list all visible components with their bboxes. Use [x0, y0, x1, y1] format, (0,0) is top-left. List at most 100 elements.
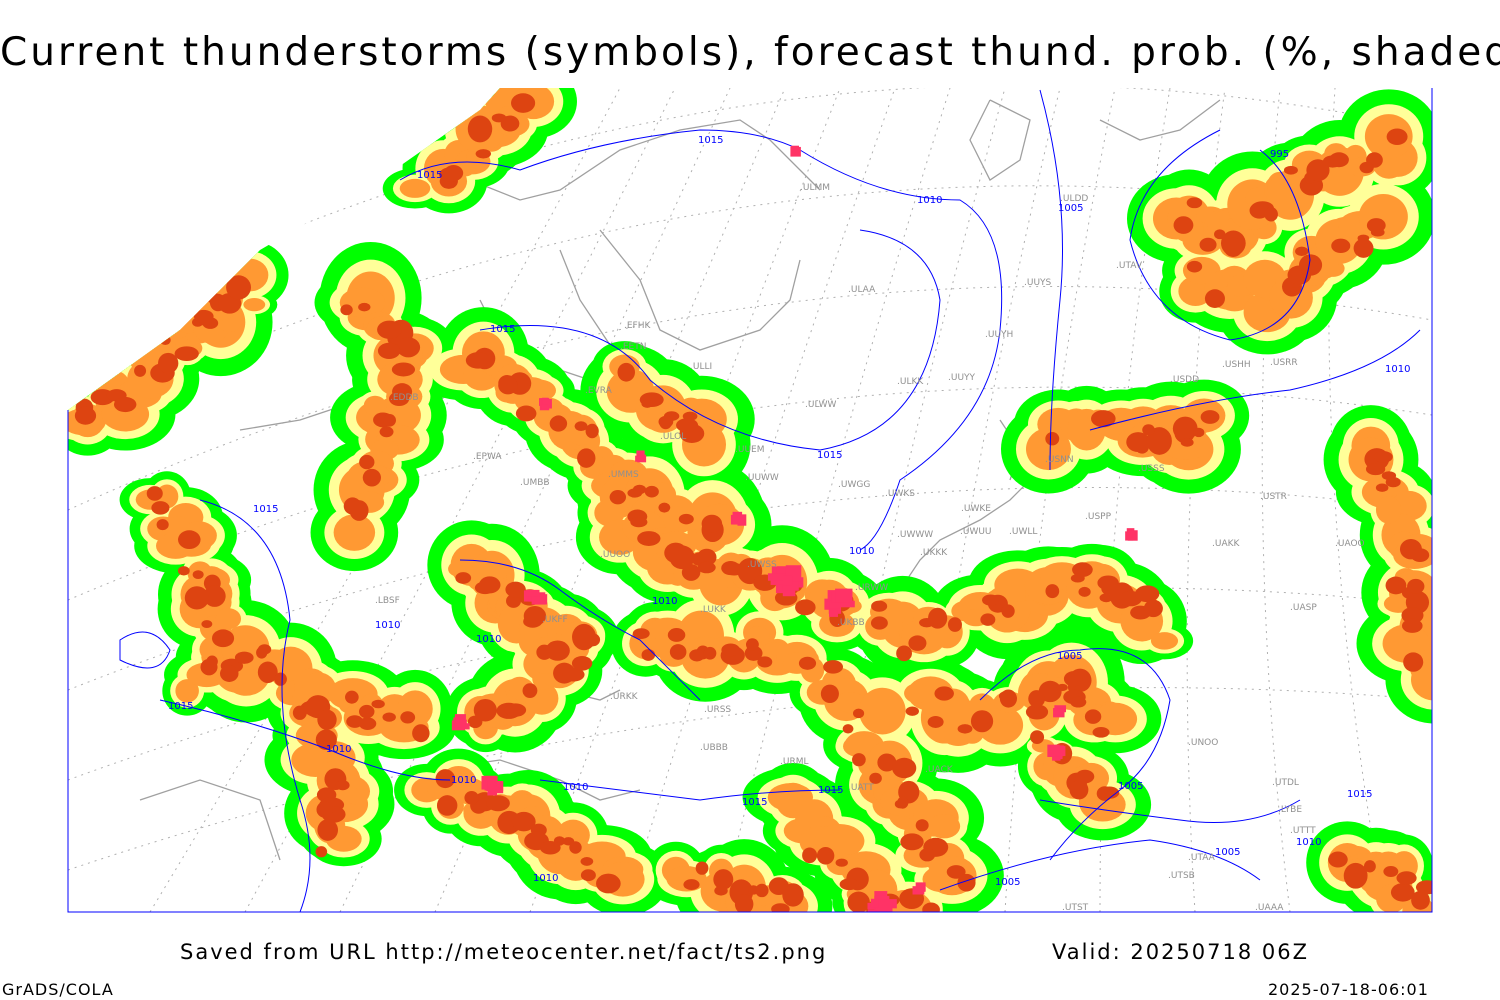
- prob-very-high-area: [315, 729, 337, 751]
- prob-very-high-area: [478, 576, 501, 594]
- prob-very-high-area: [349, 500, 369, 521]
- prob-very-high-area: [1403, 652, 1424, 672]
- prob-very-high-area: [1069, 780, 1089, 800]
- isobar-label: 1010: [451, 775, 476, 786]
- prob-very-high-area: [377, 342, 401, 360]
- station-label: .URKK: [610, 692, 639, 702]
- prob-very-high-area: [371, 699, 385, 709]
- station-label: .UTDL: [1272, 778, 1299, 788]
- prob-very-high-area: [1373, 451, 1393, 463]
- station-label: .UWGG: [838, 480, 870, 490]
- prob-very-high-area: [1385, 576, 1407, 595]
- prob-very-high-area: [475, 149, 492, 159]
- prob-very-high-area: [908, 635, 927, 651]
- generation-timestamp: 2025-07-18-06:01: [1268, 980, 1429, 999]
- prob-very-high-area: [292, 705, 307, 720]
- thunderstorm-symbol: [1127, 530, 1138, 541]
- prob-very-high-area: [316, 801, 333, 818]
- prob-very-high-area: [1045, 432, 1060, 446]
- prob-high-area: [301, 672, 337, 705]
- prob-very-high-area: [1383, 866, 1399, 878]
- prob-high-area: [333, 514, 376, 551]
- station-label: .UATT: [848, 783, 874, 793]
- prob-very-high-area: [1084, 709, 1102, 724]
- station-label: .UUYY: [948, 373, 976, 383]
- station-label: .UUEM: [735, 445, 765, 455]
- prob-very-high-area: [1172, 416, 1198, 441]
- prob-very-high-area: [511, 93, 536, 113]
- isobar-label: 1005: [1058, 203, 1083, 214]
- prob-very-high-area: [358, 302, 371, 312]
- station-label: .UACK: [925, 765, 954, 775]
- prob-high-area: [1093, 702, 1138, 736]
- station-label: .USRR: [1270, 358, 1298, 368]
- prob-very-high-area: [177, 566, 190, 576]
- prob-very-high-area: [1407, 578, 1425, 594]
- isobar-label: 1005: [1057, 651, 1082, 662]
- isobar-label: 995: [1270, 149, 1289, 160]
- thunderstorm-symbol: [1047, 744, 1060, 757]
- prob-very-high-area: [980, 613, 996, 626]
- prob-very-high-area: [632, 484, 647, 495]
- prob-very-high-area: [695, 861, 709, 875]
- prob-very-high-area: [358, 704, 375, 719]
- prob-very-high-area: [383, 413, 396, 427]
- prob-very-high-area: [585, 423, 599, 439]
- station-label: .EFHK: [624, 321, 651, 331]
- station-label: .UWKE: [961, 504, 991, 514]
- prob-very-high-area: [946, 865, 966, 879]
- prob-high-area: [859, 687, 906, 735]
- station-label: .EDDB: [390, 393, 419, 403]
- prob-very-high-area: [113, 396, 137, 413]
- prob-very-high-area: [562, 667, 585, 682]
- station-label: .URML: [780, 757, 808, 767]
- prob-very-high-area: [545, 640, 570, 661]
- prob-very-high-area: [1381, 471, 1397, 481]
- prob-very-high-area: [315, 846, 328, 858]
- station-label: .LBSF: [375, 596, 400, 606]
- prob-very-high-area: [701, 514, 723, 533]
- thunderstorm-symbol: [461, 723, 470, 730]
- prob-very-high-area: [1199, 237, 1217, 252]
- prob-high-area: [1410, 658, 1432, 701]
- prob-very-high-area: [1186, 197, 1203, 209]
- isobar-label: 1005: [1215, 847, 1240, 858]
- prob-very-high-area: [771, 903, 790, 912]
- prob-very-high-area: [1186, 260, 1203, 273]
- prob-very-high-area: [734, 894, 754, 912]
- prob-very-high-area: [871, 600, 888, 612]
- prob-very-high-area: [1359, 161, 1374, 174]
- prob-very-high-area: [412, 724, 430, 743]
- thunderstorm-symbol: [525, 589, 540, 597]
- station-label: .ULMM: [800, 183, 830, 193]
- prob-very-high-area: [823, 660, 844, 674]
- station-label: .UTTT: [1290, 826, 1316, 836]
- prob-very-high-area: [389, 391, 410, 407]
- isobar-label: 1010: [652, 596, 677, 607]
- station-label: .UWWW: [897, 530, 933, 540]
- prob-very-high-area: [151, 501, 170, 515]
- prob-very-high-area: [203, 585, 226, 607]
- prob-very-high-area: [504, 703, 527, 717]
- prob-high-area: [834, 692, 867, 713]
- station-label: .EVRA: [585, 386, 613, 396]
- prob-very-high-area: [193, 309, 214, 323]
- prob-very-high-area: [158, 352, 179, 374]
- prob-high-area: [215, 608, 242, 630]
- prob-very-high-area: [1025, 704, 1049, 720]
- prob-very-high-area: [1099, 786, 1120, 799]
- prob-very-high-area: [757, 656, 773, 668]
- thunderstorm-symbols: [451, 145, 1138, 912]
- isobar-label: 1015: [417, 170, 442, 181]
- prob-high-area: [175, 679, 199, 703]
- prob-very-high-area: [257, 644, 272, 655]
- prob-very-high-area: [539, 841, 561, 855]
- isobar-label: 1010: [1296, 837, 1321, 848]
- prob-very-high-area: [467, 115, 493, 143]
- prob-high-area: [399, 178, 431, 198]
- isobar-label: 1005: [995, 877, 1020, 888]
- thunderstorm-symbol: [1053, 708, 1063, 715]
- isobar-label: 1010: [533, 873, 558, 884]
- prob-very-high-area: [1200, 410, 1220, 424]
- prob-very-high-area: [683, 879, 700, 891]
